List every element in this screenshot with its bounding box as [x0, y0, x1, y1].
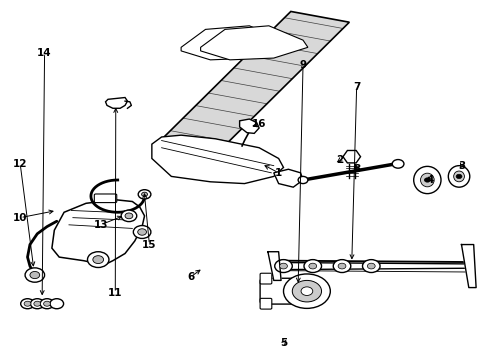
- Circle shape: [125, 213, 133, 219]
- Ellipse shape: [413, 166, 440, 194]
- FancyBboxPatch shape: [260, 278, 306, 304]
- Text: 5: 5: [279, 338, 286, 348]
- Circle shape: [25, 268, 44, 282]
- Text: 3: 3: [457, 161, 464, 171]
- Polygon shape: [152, 135, 283, 184]
- Circle shape: [87, 252, 109, 267]
- Text: 12: 12: [13, 159, 27, 169]
- Ellipse shape: [420, 173, 433, 187]
- Polygon shape: [239, 119, 259, 134]
- Circle shape: [301, 287, 312, 296]
- Text: 6: 6: [187, 272, 194, 282]
- Text: 14: 14: [37, 48, 52, 58]
- Text: 16: 16: [251, 120, 266, 129]
- Polygon shape: [163, 12, 348, 148]
- FancyBboxPatch shape: [260, 273, 271, 284]
- Circle shape: [283, 274, 330, 309]
- Polygon shape: [181, 26, 288, 60]
- Text: 1: 1: [274, 168, 282, 178]
- Circle shape: [362, 260, 379, 273]
- Circle shape: [304, 260, 321, 273]
- Circle shape: [138, 229, 146, 235]
- Circle shape: [20, 299, 34, 309]
- Circle shape: [455, 174, 461, 179]
- Circle shape: [292, 280, 321, 302]
- Text: 4: 4: [425, 175, 432, 185]
- Text: 2: 2: [335, 155, 343, 165]
- Ellipse shape: [447, 166, 469, 187]
- Circle shape: [40, 299, 54, 309]
- Polygon shape: [105, 98, 127, 108]
- Circle shape: [93, 256, 103, 264]
- Polygon shape: [342, 150, 360, 163]
- Polygon shape: [273, 169, 303, 187]
- Circle shape: [308, 263, 316, 269]
- Circle shape: [332, 260, 350, 273]
- Polygon shape: [200, 26, 307, 60]
- Circle shape: [43, 301, 50, 306]
- Circle shape: [391, 159, 403, 168]
- Circle shape: [298, 176, 307, 184]
- Polygon shape: [52, 200, 144, 264]
- FancyBboxPatch shape: [94, 194, 117, 203]
- Text: 8: 8: [352, 164, 360, 174]
- Circle shape: [34, 301, 41, 306]
- Circle shape: [30, 299, 44, 309]
- Circle shape: [138, 190, 151, 199]
- Circle shape: [274, 260, 292, 273]
- Text: 15: 15: [142, 239, 156, 249]
- Circle shape: [50, 299, 63, 309]
- Text: 10: 10: [13, 213, 27, 222]
- Circle shape: [24, 301, 31, 306]
- Text: 9: 9: [299, 60, 306, 70]
- Circle shape: [133, 226, 151, 238]
- Circle shape: [424, 178, 429, 182]
- Circle shape: [366, 263, 374, 269]
- Circle shape: [337, 263, 345, 269]
- Text: 11: 11: [108, 288, 122, 298]
- Polygon shape: [461, 244, 475, 288]
- Text: 7: 7: [352, 82, 360, 92]
- Text: 13: 13: [93, 220, 108, 230]
- Circle shape: [279, 263, 287, 269]
- Circle shape: [30, 271, 40, 279]
- Ellipse shape: [453, 171, 464, 182]
- Circle shape: [142, 192, 147, 197]
- Polygon shape: [267, 252, 281, 280]
- Circle shape: [121, 210, 137, 222]
- FancyBboxPatch shape: [260, 298, 271, 309]
